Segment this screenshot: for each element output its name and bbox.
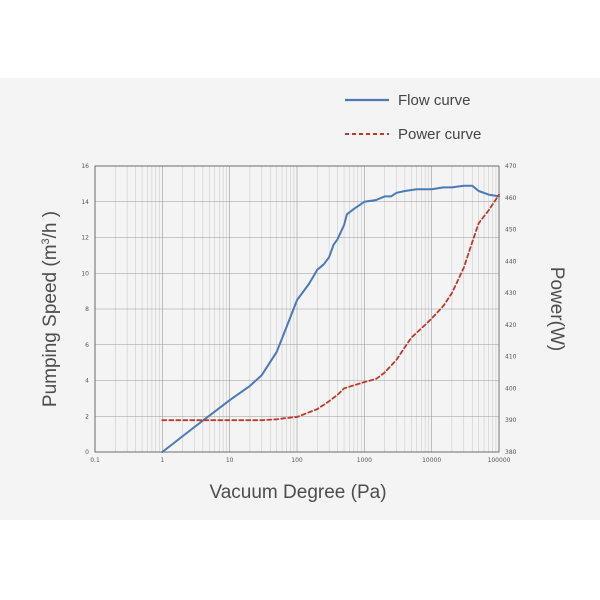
y-tick-label: 10 <box>81 270 89 277</box>
y2-tick-label: 390 <box>505 417 517 424</box>
x-tick-label: 100 <box>291 457 303 464</box>
legend: Flow curve Power curve <box>345 92 481 143</box>
x-tick-label: 100000 <box>488 457 511 464</box>
y-tick-label: 12 <box>81 235 89 242</box>
x-tick-label: 0.1 <box>90 457 100 464</box>
grid <box>94 165 499 453</box>
series <box>161 184 500 453</box>
y-tick-label: 4 <box>85 378 89 385</box>
y-tick-label: 14 <box>81 199 89 206</box>
y2-tick-label: 420 <box>505 322 517 329</box>
y-tick-label: 6 <box>85 342 89 349</box>
x-tick-label: 1000 <box>357 457 372 464</box>
x-tick-label: 10000 <box>422 457 441 464</box>
x-tick-label: 1 <box>160 457 164 464</box>
y-tick-label: 16 <box>81 163 89 170</box>
tick-labels: 0.1 1 10 100 1000 10000 100000 0 2 4 6 8 10 12 14 16 380… <box>81 163 516 464</box>
y2-tick-label: 410 <box>505 354 517 361</box>
y2-axis-title: Power(W) <box>546 267 567 351</box>
y-tick-label: 0 <box>85 449 89 456</box>
y2-tick-label: 450 <box>505 227 517 234</box>
x-tick-label: 10 <box>226 457 234 464</box>
y-axis-title-sup: 3 <box>40 238 52 244</box>
y2-tick-label: 460 <box>505 195 517 202</box>
x-axis-title: Vacuum Degree (Pa) <box>209 482 386 503</box>
y-axis-title-prefix: Pumping Speed (m <box>40 244 61 407</box>
flow-curve-line <box>161 184 500 453</box>
legend-flow-label: Flow curve <box>398 92 471 109</box>
y-tick-label: 2 <box>85 413 89 420</box>
y-axis-title-suffix: /h ) <box>40 211 61 238</box>
y-axis-title: Pumping Speed (m3/h ) <box>40 211 61 407</box>
y2-tick-label: 470 <box>505 163 517 170</box>
y-tick-label: 8 <box>85 306 89 313</box>
chart-panel <box>0 78 600 520</box>
y2-tick-label: 380 <box>505 449 517 456</box>
power-curve-line <box>161 193 500 422</box>
y2-tick-label: 430 <box>505 290 517 297</box>
y2-tick-label: 400 <box>505 385 517 392</box>
plot-frame <box>94 165 500 453</box>
legend-power-label: Power curve <box>398 126 481 143</box>
y2-tick-label: 440 <box>505 258 517 265</box>
